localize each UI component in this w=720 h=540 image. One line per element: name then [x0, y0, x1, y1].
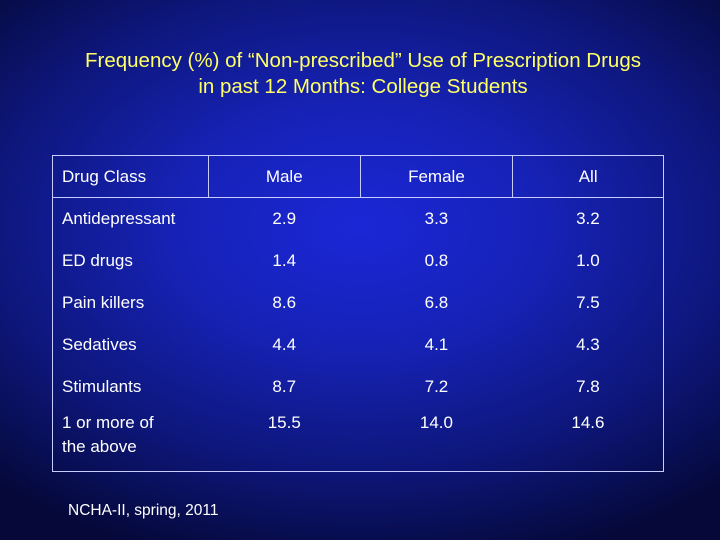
all-value: 1.0 [576, 251, 600, 270]
source-note: NCHA-II, spring, 2011 [68, 502, 219, 519]
male-value: 8.6 [272, 293, 297, 312]
all-value: 7.8 [576, 377, 600, 396]
row-label: Pain killers [62, 293, 145, 312]
male-value: 4.4 [272, 335, 297, 354]
female-value: 6.8 [424, 293, 449, 312]
table-row: ED drugs 1.4 0.8 1.0 [53, 240, 664, 282]
header-drug-class: Drug Class [52, 155, 209, 198]
male-value: 8.7 [272, 377, 297, 396]
header-all: All [578, 166, 598, 186]
table-row: Stimulants 8.7 7.2 7.8 [53, 366, 664, 408]
female-value: 0.8 [424, 251, 449, 270]
table-row: 1 or more of the above 15.5 14.0 14.6 [53, 408, 664, 472]
drug-use-table: Drug Class Male Female All Antidepressan… [52, 155, 664, 472]
female-value: 4.1 [424, 335, 449, 354]
all-value: 3.2 [512, 197, 664, 240]
female-value: 14.0 [419, 413, 453, 432]
header-male: Male [208, 155, 361, 198]
table-row: Pain killers 8.6 6.8 7.5 [53, 282, 664, 324]
all-value: 4.3 [576, 335, 600, 354]
row-label-line-1: 1 or more of [62, 413, 154, 432]
table-row: Antidepressant 2.9 3.3 3.2 [52, 197, 664, 240]
header-female: Female [360, 155, 514, 198]
male-value: 1.4 [272, 251, 297, 270]
row-label: Stimulants [62, 377, 142, 396]
male-value: 2.9 [208, 197, 361, 240]
row-label: Sedatives [62, 335, 137, 354]
slide-title-line-2: in past 12 Months: College Students [198, 75, 528, 98]
table-header-row: Drug Class Male Female All [52, 155, 664, 198]
row-label-line-2: the above [62, 437, 137, 456]
row-label: 1 or more of the above [53, 408, 209, 472]
table-row: Sedatives 4.4 4.1 4.3 [53, 324, 664, 366]
all-value: 14.6 [571, 413, 605, 432]
slide-title: Frequency (%) of “Non-prescribed” Use of… [0, 48, 720, 100]
slide-title-line-1: Frequency (%) of “Non-prescribed” Use of… [85, 49, 641, 72]
female-value: 3.3 [360, 197, 513, 240]
all-value: 7.5 [576, 293, 600, 312]
female-value: 7.2 [424, 377, 449, 396]
row-label: ED drugs [62, 251, 133, 270]
row-label: Antidepressant [52, 197, 209, 240]
male-value: 15.5 [267, 413, 301, 432]
